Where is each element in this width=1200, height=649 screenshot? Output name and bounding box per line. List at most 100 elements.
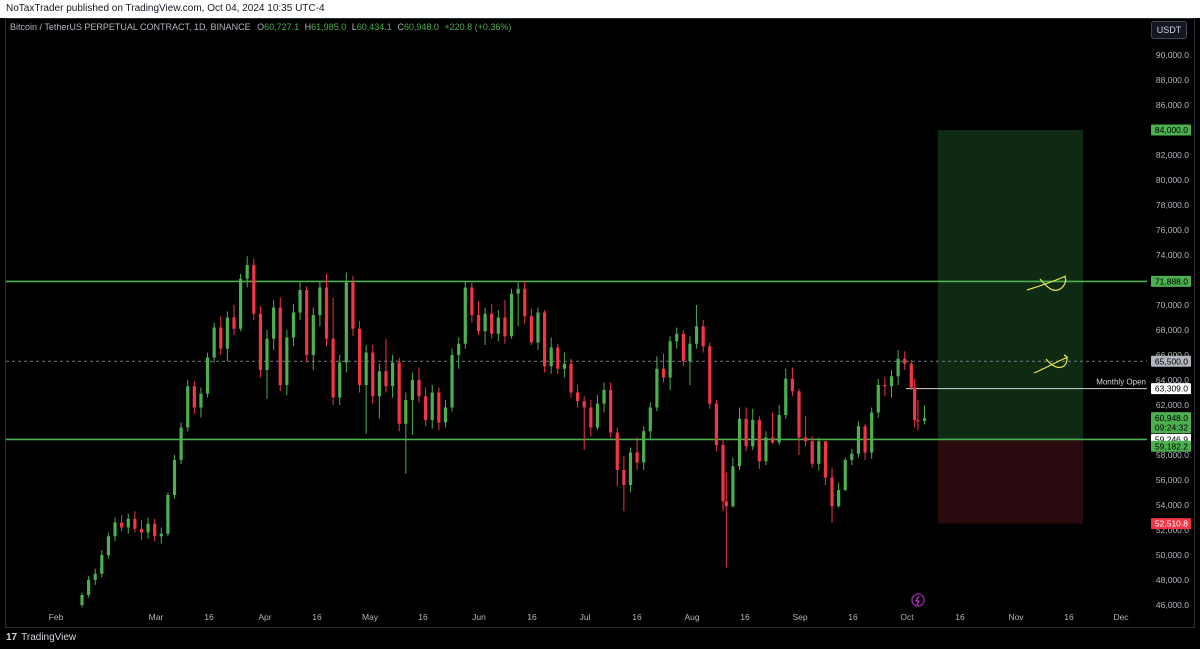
- candle-body-95: [708, 346, 712, 404]
- y-tick-label-18: 82,000.0: [1156, 150, 1189, 160]
- level-59246-tag: 59,246.9: [1155, 434, 1188, 444]
- publish-bar: NoTaxTrader published on TradingView.com…: [0, 0, 1200, 18]
- candle-body-118: [856, 426, 861, 454]
- horizontal-levels: Monthly Open: [6, 280, 1147, 441]
- chart-legend: Bitcoin / TetherUS PERPETUAL CONTRACT, 1…: [10, 22, 511, 32]
- candle-body-128: [916, 420, 920, 422]
- candle-body-101: [744, 418, 748, 447]
- candle-body-7: [126, 518, 130, 528]
- close-label: C: [397, 22, 404, 32]
- x-tick-label-19: Dec: [1113, 612, 1129, 622]
- annotation-mark-1: [1026, 275, 1067, 291]
- candle-body-20: [212, 327, 216, 358]
- candle-body-63: [496, 317, 500, 334]
- candle-body-98: [724, 501, 728, 507]
- candle-body-43: [364, 352, 368, 385]
- candle-body-5: [113, 522, 117, 537]
- y-tick-label-21: 88,000.0: [1156, 75, 1189, 85]
- candle-body-2: [93, 573, 97, 580]
- candle-body-54: [437, 392, 441, 423]
- candle-body-116: [843, 460, 847, 490]
- candle-body-56: [450, 355, 454, 408]
- candle-body-94: [701, 326, 705, 347]
- x-tick-label-14: 16: [848, 612, 858, 622]
- level-65500-tag-bg: [1151, 355, 1191, 367]
- candle-body-64: [503, 317, 507, 337]
- open-value: 60,727.1: [264, 22, 300, 32]
- y-tick-label-6: 58,000.0: [1156, 450, 1189, 460]
- candle-body-4: [106, 536, 111, 555]
- candle-body-115: [837, 490, 841, 507]
- x-tick-label-12: 16: [740, 612, 750, 622]
- y-tick-label-9: 64,000.0: [1156, 375, 1189, 385]
- candle-body-33: [298, 290, 302, 313]
- candle-body-84: [635, 452, 639, 463]
- currency-button[interactable]: USDT: [1151, 21, 1187, 39]
- candle-body-88: [661, 368, 666, 378]
- tradingview-logo[interactable]: 17 TradingView: [6, 632, 76, 643]
- candle-body-71: [549, 347, 553, 367]
- y-tick-label-0: 46,000.0: [1156, 600, 1189, 610]
- monthly-open-tag: 63,309.0: [1155, 384, 1188, 394]
- candle-body-97: [721, 445, 725, 502]
- candle-body-15: [179, 427, 183, 460]
- candle-body-83: [628, 452, 633, 485]
- y-tick-label-10: 66,000.0: [1156, 350, 1189, 360]
- candles-layer: [80, 256, 927, 608]
- candle-body-90: [675, 333, 679, 342]
- candle-body-100: [737, 418, 742, 467]
- change-value: +220.8 (+0.36%): [444, 22, 512, 32]
- candle-body-124: [896, 358, 900, 377]
- candle-body-28: [265, 338, 269, 370]
- candle-body-120: [870, 412, 874, 453]
- x-tick-label-9: Jul: [580, 612, 591, 622]
- candle-body-31: [285, 337, 289, 385]
- candle-body-47: [390, 362, 395, 387]
- y-tick-label-3: 52,000.0: [1156, 525, 1189, 535]
- candle-body-68: [529, 316, 533, 343]
- annotations-layer: [911, 275, 1069, 607]
- candle-body-0: [80, 595, 84, 605]
- candle-body-24: [238, 278, 243, 329]
- candle-body-86: [648, 407, 652, 432]
- last-price-tag-bg: [1151, 412, 1191, 434]
- candle-body-123: [889, 376, 894, 387]
- candle-body-107: [784, 378, 788, 415]
- candle-body-119: [863, 426, 867, 453]
- candle-body-106: [777, 415, 781, 443]
- y-tick-label-1: 48,000.0: [1156, 575, 1189, 585]
- x-tick-label-3: Apr: [258, 612, 271, 622]
- last-price-tag: 60,948.0: [1155, 413, 1188, 423]
- candle-body-57: [457, 343, 461, 355]
- high-label: H: [304, 22, 312, 32]
- candle-body-103: [757, 420, 761, 462]
- target-price-tag: 84,000.0: [1155, 125, 1188, 135]
- x-tick-label-15: Oct: [900, 612, 914, 622]
- candle-body-9: [139, 528, 144, 533]
- x-tick-label-2: 16: [204, 612, 214, 622]
- level-71888-tag-bg: [1151, 275, 1191, 287]
- candle-body-105: [770, 437, 775, 443]
- y-tick-label-22: 90,000.0: [1156, 50, 1189, 60]
- x-tick-label-10: 16: [632, 612, 642, 622]
- candle-body-21: [219, 327, 223, 349]
- candle-body-44: [371, 352, 375, 397]
- level-71888-tag: 71,888.0: [1155, 276, 1188, 286]
- y-tick-label-16: 78,000.0: [1156, 200, 1189, 210]
- candle-body-13: [166, 495, 170, 534]
- candle-body-25: [245, 265, 249, 279]
- event-lightning-icon: [911, 593, 925, 607]
- candle-body-17: [192, 386, 196, 408]
- candle-body-122: [883, 385, 887, 387]
- x-tick-label-11: Aug: [684, 612, 699, 622]
- candle-body-46: [384, 371, 388, 387]
- candle-body-75: [576, 392, 580, 402]
- time-axis: Feb Mar 16 Apr 16 May 16 Jun 16 Jul 16 Aug 16 Sep 16 Oc…: [49, 612, 1130, 622]
- candle-body-77: [589, 407, 593, 428]
- candle-body-67: [523, 288, 527, 317]
- candle-body-114: [830, 477, 834, 507]
- candle-body-109: [797, 391, 801, 438]
- candle-body-12: [159, 533, 163, 537]
- stop-price-tag-bg: [1151, 518, 1191, 530]
